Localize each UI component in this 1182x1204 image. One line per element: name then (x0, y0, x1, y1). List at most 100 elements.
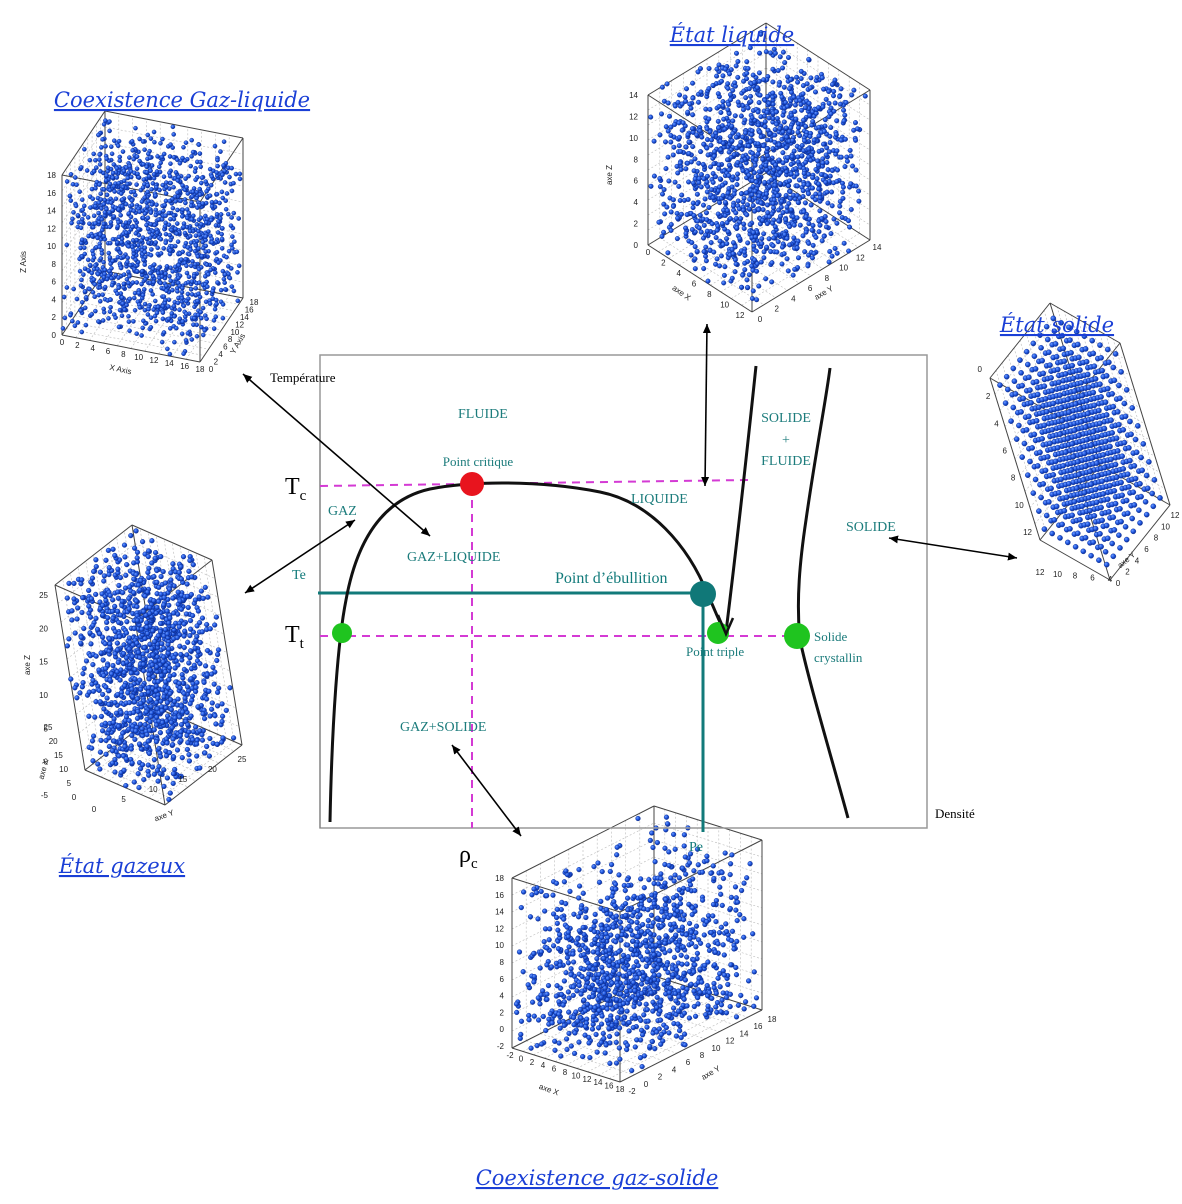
particle (828, 124, 834, 130)
particle (770, 243, 776, 249)
particle (771, 235, 777, 241)
particle (741, 78, 747, 84)
particle (136, 784, 142, 791)
particle (1101, 425, 1108, 432)
tick-label: 0 (634, 241, 639, 250)
tick-label: 2 (986, 392, 991, 401)
particle (656, 219, 662, 225)
particle (128, 214, 134, 220)
particle (853, 137, 859, 143)
particle (1096, 557, 1102, 564)
particle (64, 285, 70, 290)
particle (158, 620, 164, 627)
particle (730, 118, 736, 124)
particle (189, 337, 195, 342)
particle (752, 208, 758, 214)
particle (1021, 440, 1028, 447)
particle (168, 142, 173, 147)
particle (701, 222, 707, 228)
particle (172, 339, 177, 345)
particle (207, 193, 213, 198)
particle (668, 221, 674, 227)
particle (170, 561, 176, 567)
particle (118, 212, 123, 218)
particle (215, 280, 220, 285)
particle (1083, 358, 1090, 365)
particle (678, 148, 684, 154)
z-axis-label: axe Z (605, 165, 614, 185)
particle (81, 665, 87, 672)
particle (1070, 375, 1077, 382)
tick-label: 6 (692, 280, 697, 289)
particle (92, 714, 98, 720)
particle (1110, 553, 1117, 560)
particle (779, 136, 785, 142)
particle (127, 273, 132, 279)
particle (803, 159, 809, 165)
particle (145, 132, 151, 138)
particle (181, 351, 186, 357)
particle (166, 677, 172, 683)
particle (112, 189, 117, 194)
particle (1111, 487, 1118, 494)
particle (706, 65, 712, 71)
particle (199, 253, 205, 259)
particle (1010, 404, 1017, 411)
particle (170, 124, 176, 130)
particle (832, 245, 838, 251)
particle (1149, 490, 1155, 497)
particle (760, 156, 766, 162)
particle (152, 222, 158, 228)
particle (181, 224, 186, 230)
particle (171, 154, 177, 160)
particle (814, 176, 820, 182)
particle (151, 172, 157, 177)
particle (108, 304, 113, 310)
particle (231, 180, 236, 186)
particle (808, 75, 814, 81)
particle (120, 184, 126, 190)
particle (670, 203, 676, 209)
particle (123, 782, 129, 789)
particle (73, 203, 79, 209)
particle (746, 206, 752, 212)
particle (218, 287, 224, 293)
particle (89, 270, 95, 276)
particle (165, 729, 171, 735)
particle (1065, 539, 1071, 546)
particle (141, 257, 146, 263)
particle (148, 252, 154, 258)
particle (1005, 386, 1011, 393)
particle (96, 319, 101, 324)
particle (730, 203, 736, 209)
particle (107, 224, 113, 230)
particle (166, 222, 172, 228)
particle (180, 319, 185, 324)
particle (231, 735, 237, 741)
particle (834, 178, 840, 184)
particle (729, 184, 735, 190)
particle (762, 179, 768, 185)
particle (799, 107, 805, 113)
particle (741, 249, 747, 255)
particle (1046, 349, 1052, 356)
particle (780, 65, 786, 71)
particle (193, 177, 198, 183)
particle (197, 639, 203, 646)
particle (735, 59, 741, 65)
particle (1115, 448, 1121, 454)
particle (91, 151, 96, 157)
particle (1105, 535, 1111, 542)
particle (83, 658, 90, 664)
particle (175, 190, 180, 195)
particle (69, 617, 75, 623)
tick-label: 6 (106, 347, 111, 356)
particle (198, 180, 204, 186)
particle (668, 227, 674, 233)
particle (742, 260, 748, 266)
particle (736, 206, 742, 212)
particle (740, 272, 746, 278)
particle (1080, 476, 1087, 483)
particle (205, 594, 211, 600)
particle (106, 571, 112, 578)
